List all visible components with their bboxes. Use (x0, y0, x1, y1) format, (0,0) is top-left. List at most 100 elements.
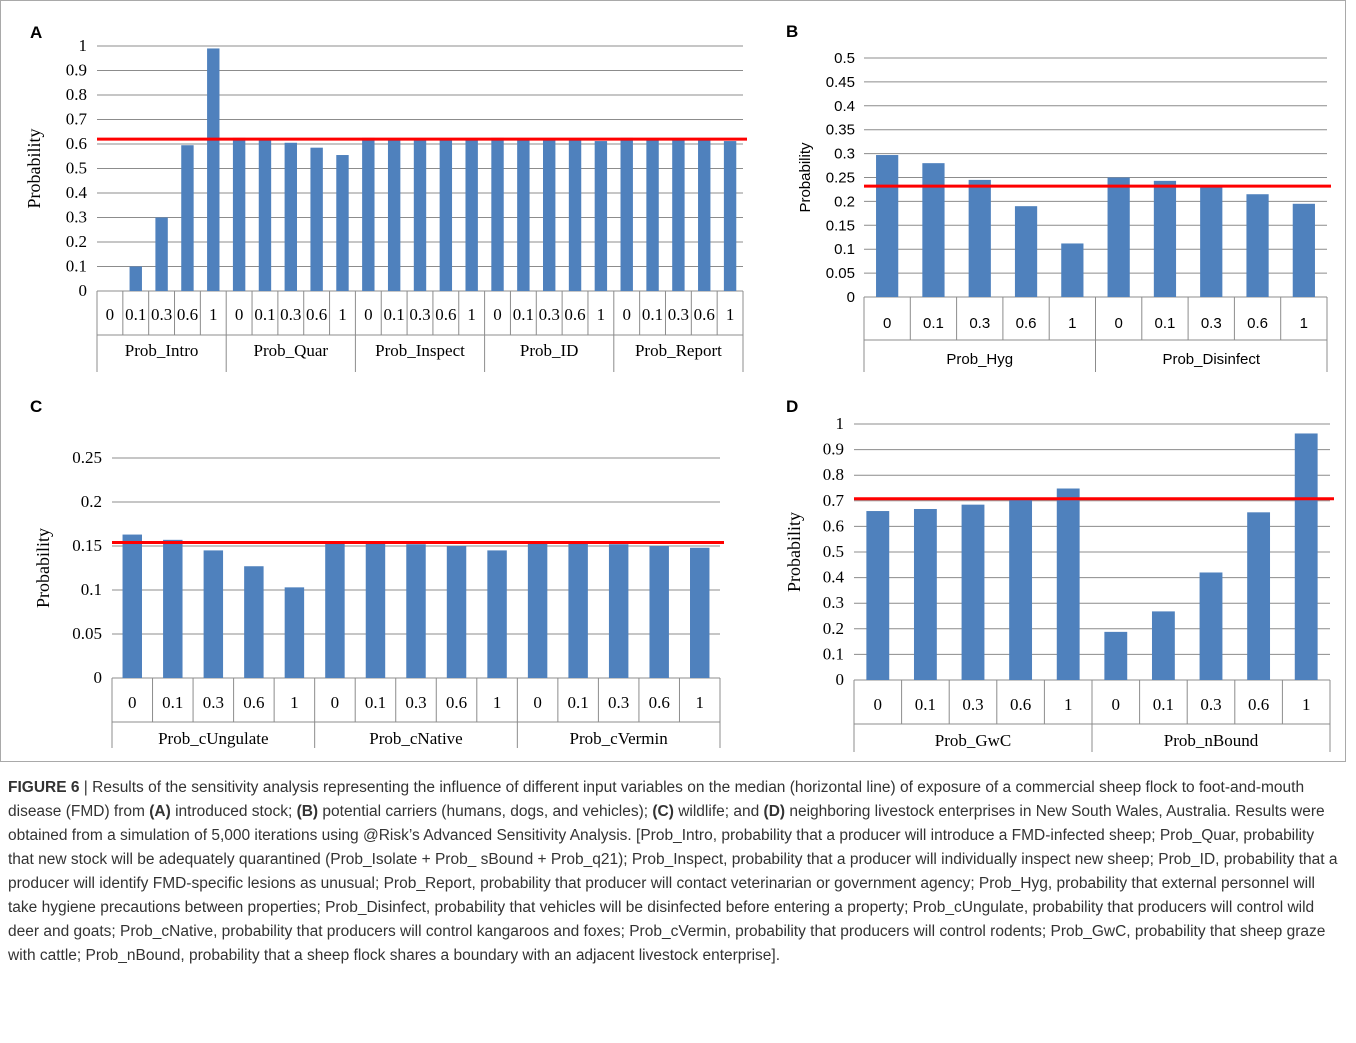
panel-c-ytick-label: 0.25 (72, 448, 102, 467)
panel-d-bar (1151, 611, 1175, 680)
panel-c-category-label: 0.6 (243, 693, 264, 712)
panel-a-bar (336, 155, 349, 291)
panel-c-bar (690, 547, 710, 678)
panel-d-bar (866, 511, 890, 680)
panel-b-category-label: 1 (1300, 315, 1308, 332)
panel-c-group-label: Prob_cVermin (570, 729, 669, 748)
caption-text-2: potential carriers (humans, dogs, and ve… (318, 803, 653, 820)
panel-a-category-label: 0.6 (435, 305, 456, 324)
panel-a-category-label: 0.1 (254, 305, 275, 324)
panel-b-ytick-label: 0.15 (826, 217, 855, 234)
caption-label-b: (B) (296, 803, 319, 820)
panel-c-bar (284, 587, 305, 678)
figure-charts: A 0 0.1 0.2 0.3 0.4 0.5 0.6 0.7 0.8 0.9 1 Probabilit… (24, 22, 1334, 752)
panel-b-ytick-label: 0.2 (834, 193, 855, 210)
panel-a-category-label: 0.6 (177, 305, 198, 324)
panel-a-category-label: 0.3 (280, 305, 301, 324)
caption-text-3: wildlife; and (673, 803, 764, 820)
panel-a-category-label: 1 (467, 305, 476, 324)
panel-b-ytick-label: 0.5 (834, 50, 855, 67)
panel-d-ytick-label: 0.4 (823, 568, 845, 587)
panel-c-bar (649, 546, 669, 678)
panel-a-bar (594, 141, 608, 291)
panel-b-group-label: Prob_Hyg (946, 351, 1013, 368)
panel-c-category-label: 0 (533, 693, 542, 712)
panel-a-bar (517, 139, 530, 291)
panel-b-ytick-label: 0.05 (826, 265, 855, 282)
panel-b-category-label: 0.1 (923, 315, 944, 332)
panel-d-bar (1009, 499, 1033, 680)
panel-c-bar (406, 544, 426, 678)
panel-a-category-label: 0.3 (151, 305, 172, 324)
panel-c-category-label: 1 (290, 693, 299, 712)
panel-c-bar (568, 542, 588, 678)
panel-c-category-label: 0.3 (203, 693, 224, 712)
panel-c-bar (244, 566, 264, 678)
panel-a-bar (387, 139, 401, 291)
panel-a-bar (465, 140, 478, 291)
panel-c-group-label: Prob_cUngulate (158, 729, 268, 748)
panel-a-bar (284, 142, 298, 291)
panel-c-bar (608, 544, 629, 678)
panel-b-bar (922, 163, 945, 297)
panel-b-ytick-label: 0 (847, 289, 855, 306)
panel-d-bar (1294, 433, 1318, 680)
panel-a-bar (258, 140, 272, 291)
panel-c-ytick-label: 0.05 (72, 624, 102, 643)
panel-b-ytick-label: 0.25 (826, 170, 855, 187)
panel-a-ytick-label: 0.8 (66, 85, 87, 104)
panel-c-category-label: 0.1 (162, 693, 183, 712)
panel-d-group-label: Prob_GwC (935, 731, 1012, 750)
panel-a-category-label: 0 (235, 305, 244, 324)
panel-b-ytick-label: 0.45 (826, 74, 855, 91)
panel-d-group-label: Prob_nBound (1164, 731, 1259, 750)
panel-a-category-label: 0.6 (694, 305, 715, 324)
panel-a-bar (362, 137, 375, 291)
panel-a-category-label: 0.3 (539, 305, 560, 324)
panel-a-ytick-label: 1 (79, 36, 88, 55)
panel-a-category-label: 0 (622, 305, 631, 324)
panel-a-category-label: 0.1 (642, 305, 663, 324)
panel-c-category-label: 0 (331, 693, 340, 712)
panel-c-group-label: Prob_cNative (369, 729, 462, 748)
panel-b-category-label: 0.6 (1016, 315, 1037, 332)
panel-c-category-label: 0.1 (365, 693, 386, 712)
caption-text-4: neighboring livestock enterprises in New… (8, 803, 1338, 964)
panel-c-category-label: 0 (128, 693, 137, 712)
panel-b-ytick-label: 0.4 (834, 98, 855, 115)
panel-a-bar (413, 139, 427, 291)
panel-a-category-label: 0.1 (125, 305, 146, 324)
panel-d-bar (1247, 512, 1271, 680)
caption-label-c: (C) (652, 803, 674, 820)
panel-b-ytick-label: 0.1 (834, 241, 855, 258)
panel-c-ytick-label: 0.15 (72, 536, 102, 555)
panel-d-ytick-label: 0.8 (823, 465, 844, 484)
panel-b-letter: B (786, 22, 798, 41)
panel-b-bar (1200, 187, 1223, 297)
panel-b-category-label: 1 (1068, 315, 1076, 332)
panel-b-group-label: Prob_Disinfect (1162, 351, 1260, 368)
panel-a-category-label: 0.3 (668, 305, 689, 324)
panel-c-category-label: 1 (695, 693, 704, 712)
panel-a-category-label: 0.3 (409, 305, 430, 324)
panel-a-bar (207, 48, 220, 292)
figure-caption: FIGURE 6 | Results of the sensitivity an… (8, 776, 1338, 968)
panel-a-bar (620, 137, 633, 291)
panel-c-category-label: 0.3 (608, 693, 629, 712)
panel-a-bar (310, 147, 323, 291)
panel-a-bar (155, 217, 168, 291)
panel-d-ylabel: Probability (784, 512, 804, 592)
panel-a-ytick-label: 0.2 (66, 232, 87, 251)
panel-c-bar (203, 550, 224, 678)
panel-b-bar (1246, 194, 1269, 297)
panel-d-ytick-label: 0.7 (823, 491, 845, 510)
panel-a-category-label: 0.6 (564, 305, 585, 324)
panel-d-ytick-label: 0.3 (823, 593, 844, 612)
panel-d-bar (961, 504, 985, 680)
panel-a-bar (439, 139, 453, 291)
panel-b-bar (1107, 177, 1130, 297)
panel-a-bar (698, 140, 711, 291)
panel-c-bar (163, 539, 183, 678)
panel-a-bar (646, 139, 659, 291)
panel-a-ytick-label: 0.5 (66, 159, 87, 178)
